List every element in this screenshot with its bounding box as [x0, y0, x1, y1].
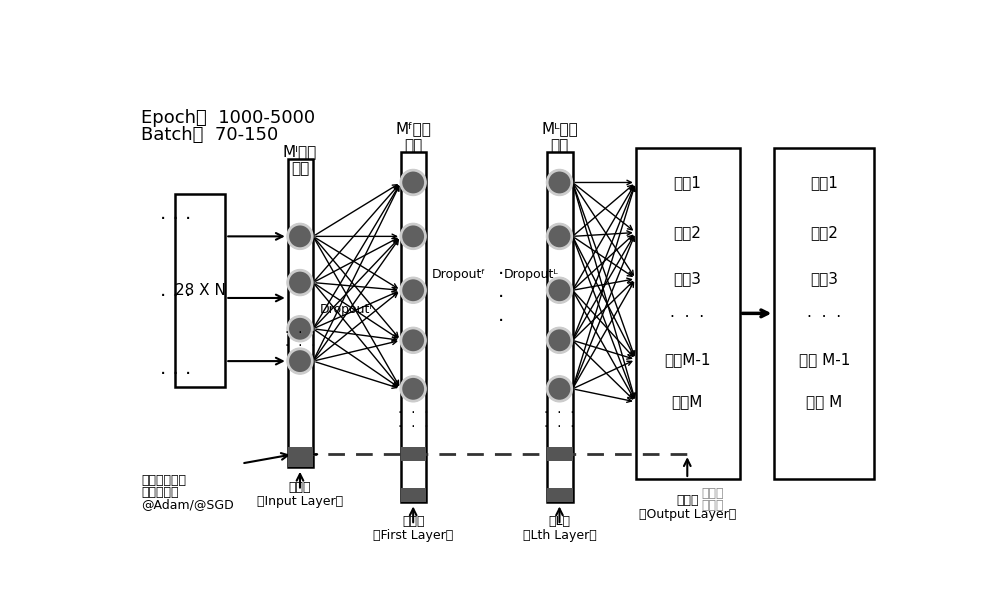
Text: 第L层: 第L层 — [548, 515, 570, 528]
Text: 经元: 经元 — [404, 138, 422, 153]
Text: . . .: . . . — [160, 281, 191, 300]
Text: Batch：  70-150: Batch： 70-150 — [141, 126, 279, 144]
Circle shape — [547, 278, 572, 303]
Text: 输出M: 输出M — [672, 394, 703, 409]
Circle shape — [401, 170, 425, 195]
Circle shape — [288, 224, 312, 248]
Text: ·: · — [498, 312, 504, 330]
Text: （First Layer）: （First Layer） — [373, 529, 453, 542]
Text: ·  ·  ·: · · · — [544, 420, 575, 434]
Text: 误差反: 误差反 — [701, 487, 724, 500]
Bar — [547, 488, 573, 502]
Text: ·  ·  ·: · · · — [544, 406, 575, 420]
Text: ·  ·  ·: · · · — [285, 326, 315, 339]
Bar — [288, 453, 313, 467]
Text: ·  ·  ·: · · · — [670, 310, 704, 325]
Text: ·: · — [498, 288, 504, 308]
Circle shape — [401, 376, 425, 401]
Text: 误差 M: 误差 M — [806, 394, 842, 409]
Bar — [401, 447, 426, 461]
Circle shape — [288, 317, 312, 341]
Bar — [636, 148, 740, 479]
Bar — [547, 447, 573, 461]
Text: 误剗2: 误剗2 — [810, 225, 838, 240]
Text: （Lth Layer）: （Lth Layer） — [523, 529, 596, 542]
Text: 28 X N: 28 X N — [175, 283, 226, 298]
Circle shape — [288, 270, 312, 295]
Text: ·  ·  ·: · · · — [807, 310, 841, 325]
Text: 神经元权重: 神经元权重 — [141, 486, 179, 499]
Circle shape — [401, 328, 425, 353]
Text: @Adam/@SGD: @Adam/@SGD — [141, 498, 234, 511]
Text: 经元: 经元 — [291, 161, 309, 176]
Text: 误剗3: 误剗3 — [810, 271, 838, 286]
Text: 向传递: 向传递 — [701, 499, 724, 512]
Text: Dropoutᴸ: Dropoutᴸ — [503, 268, 558, 282]
Text: 误差 M-1: 误差 M-1 — [799, 352, 850, 367]
Circle shape — [547, 170, 572, 195]
Text: 输出2: 输出2 — [673, 225, 701, 240]
Text: Mᴵ个神: Mᴵ个神 — [283, 144, 317, 159]
Text: 经元: 经元 — [550, 138, 569, 153]
Bar — [175, 194, 225, 387]
Bar — [547, 152, 573, 502]
Text: 误剗1: 误剗1 — [810, 175, 838, 190]
Bar — [401, 152, 426, 502]
Text: ·  ·  ·: · · · — [285, 339, 315, 353]
Bar — [288, 159, 313, 467]
Bar — [401, 488, 426, 502]
Text: . . .: . . . — [160, 204, 191, 223]
Circle shape — [401, 278, 425, 303]
Text: 输出层: 输出层 — [676, 494, 699, 507]
Text: 根据误差优化: 根据误差优化 — [141, 473, 186, 487]
Text: Dropoutᶠ: Dropoutᶠ — [432, 268, 486, 282]
Text: 输出M-1: 输出M-1 — [664, 352, 711, 367]
Circle shape — [547, 376, 572, 401]
Circle shape — [401, 224, 425, 248]
Text: Mᴸ个神: Mᴸ个神 — [541, 121, 578, 136]
Text: Epoch：  1000-5000: Epoch： 1000-5000 — [141, 109, 315, 127]
Circle shape — [288, 349, 312, 373]
Circle shape — [547, 224, 572, 248]
Bar — [774, 148, 874, 479]
Text: 输入层: 输入层 — [289, 481, 311, 494]
Text: Mᶠ个神: Mᶠ个神 — [395, 121, 431, 136]
Text: ·: · — [498, 265, 504, 285]
Bar — [288, 447, 313, 461]
Text: （Output Layer）: （Output Layer） — [639, 508, 736, 521]
Circle shape — [547, 328, 572, 353]
Text: ·  ·  ·: · · · — [398, 420, 428, 434]
Text: 输出1: 输出1 — [673, 175, 701, 190]
Text: （Input Layer）: （Input Layer） — [257, 495, 343, 508]
Text: . . .: . . . — [160, 359, 191, 378]
Text: Dropoutᴵ: Dropoutᴵ — [320, 303, 373, 316]
Text: 输出3: 输出3 — [673, 271, 701, 286]
Text: 第一层: 第一层 — [402, 515, 424, 528]
Text: ·  ·  ·: · · · — [398, 406, 428, 420]
